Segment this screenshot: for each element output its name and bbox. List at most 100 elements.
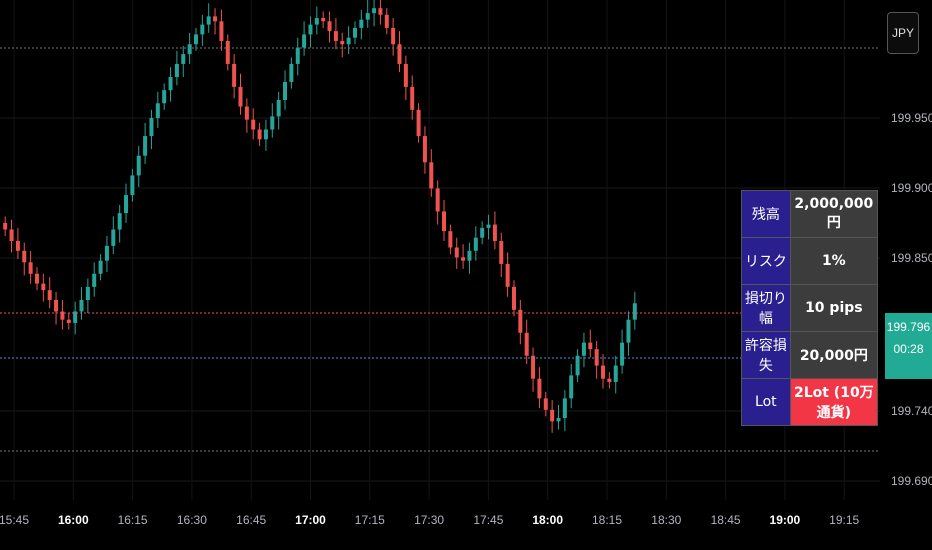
time-axis-label: 17:45	[473, 513, 504, 527]
time-axis-label: 15:45	[0, 513, 30, 527]
candle-body	[143, 136, 148, 156]
candle-body	[505, 263, 510, 287]
candle-body	[607, 378, 612, 382]
candle-body	[473, 237, 478, 251]
time-axis-label: 16:15	[117, 513, 148, 527]
time-axis-label: 18:45	[710, 513, 741, 527]
candle-body	[613, 365, 618, 382]
candle-body	[22, 250, 27, 263]
candle-body	[232, 63, 237, 87]
candle-body	[550, 409, 555, 422]
candles	[3, 0, 637, 433]
candle-body	[352, 27, 357, 38]
candle-body	[594, 349, 599, 366]
candle-body	[238, 86, 243, 107]
panel-key: Lot	[741, 378, 791, 426]
candle-body	[397, 44, 402, 64]
candle-body	[480, 227, 485, 238]
candle-body	[461, 257, 466, 261]
price-axis-label: 199.740	[891, 404, 932, 418]
candle-body	[15, 240, 20, 251]
candle-body	[531, 355, 536, 379]
candle-body	[206, 16, 211, 25]
candle-body	[54, 300, 59, 312]
candle-body	[321, 18, 326, 22]
panel-row: 残高 2,000,000円	[741, 190, 879, 238]
candle-body	[98, 260, 103, 274]
candle-body	[283, 81, 288, 100]
candle-body	[9, 229, 14, 241]
candle-body	[47, 290, 52, 300]
time-axis-label: 17:00	[295, 513, 326, 527]
time-axis-label: 17:15	[354, 513, 385, 527]
candle-body	[499, 240, 504, 264]
candle-body	[41, 283, 46, 291]
candle-body	[104, 245, 109, 261]
candle-body	[187, 44, 192, 55]
panel-row: Lot 2Lot (10万通貨)	[741, 378, 879, 426]
currency-button[interactable]: JPY	[887, 12, 919, 54]
candle-body	[562, 398, 567, 419]
candle-body	[111, 229, 116, 246]
candle-body	[601, 365, 606, 379]
candle-body	[442, 211, 447, 232]
candle-body	[537, 378, 542, 399]
candle-body	[79, 300, 84, 312]
candle-body	[524, 332, 529, 356]
panel-key: リスク	[741, 237, 791, 285]
candle-body	[302, 34, 307, 48]
candle-body	[162, 90, 167, 104]
candle-body	[130, 175, 135, 196]
candle-body	[66, 319, 71, 323]
panel-row: 損切り幅 10 pips	[741, 284, 879, 332]
candle-body	[213, 16, 218, 22]
candle-body	[626, 319, 631, 343]
panel-value: 2,000,000円	[789, 190, 879, 238]
candle-body	[168, 77, 173, 91]
last-price-tag: 199.796 00:28	[885, 313, 932, 379]
time-axis-label: 17:30	[414, 513, 445, 527]
candle-body	[359, 19, 364, 28]
price-axis-label: 199.850	[891, 251, 932, 265]
candle-body	[73, 311, 78, 323]
candle-body	[314, 18, 319, 25]
candlestick-chart[interactable]	[0, 0, 880, 500]
candle-body	[467, 250, 472, 261]
candle-body	[85, 286, 90, 300]
candle-body	[289, 63, 294, 82]
chart-grid	[0, 0, 880, 500]
candle-body	[155, 103, 160, 119]
candle-body	[511, 286, 516, 310]
time-axis-label: 18:15	[591, 513, 623, 527]
time-axis-label: 18:00	[532, 513, 564, 527]
price-axis[interactable]	[880, 0, 932, 500]
candle-body	[569, 375, 574, 399]
time-axis-label: 19:00	[769, 513, 801, 527]
candle-body	[435, 188, 440, 212]
panel-row: リスク 1%	[741, 237, 879, 285]
candle-body	[295, 47, 300, 64]
candle-body	[575, 355, 580, 376]
panel-key: 許容損失	[741, 331, 791, 379]
candle-body	[416, 109, 421, 137]
candle-body	[492, 224, 497, 241]
candle-body	[327, 21, 332, 32]
lot-calculator-panel: 残高 2,000,000円 リスク 1% 損切り幅 10 pips 許容損失 20,000円 L…	[741, 190, 879, 426]
candle-body	[346, 37, 351, 45]
candle-body	[403, 63, 408, 87]
candle-body	[391, 27, 396, 45]
candle-body	[588, 342, 593, 350]
candle-body	[3, 222, 8, 230]
candle-body	[200, 24, 205, 35]
candle-body	[486, 224, 491, 228]
last-price-value: 199.796	[886, 320, 931, 334]
candle-body	[149, 118, 154, 137]
panel-key: 損切り幅	[741, 284, 791, 332]
candle-body	[257, 129, 262, 140]
candle-countdown: 00:28	[893, 342, 924, 356]
candle-body	[270, 116, 275, 130]
candle-body	[219, 21, 224, 41]
candle-body	[333, 31, 338, 41]
candle-body	[60, 311, 65, 320]
candle-body	[308, 24, 313, 35]
